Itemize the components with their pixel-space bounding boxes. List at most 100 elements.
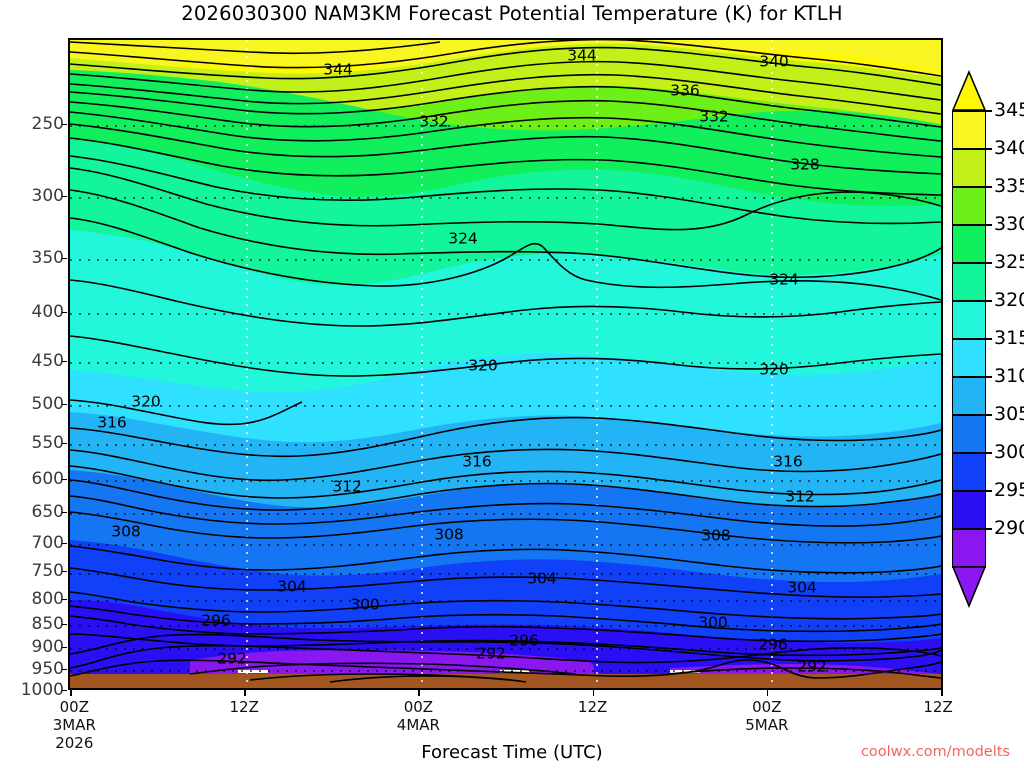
y-axis-tick-label: 950: [31, 659, 64, 679]
colorbar-divider: [952, 148, 986, 150]
contour-label: 328: [790, 156, 820, 174]
x-axis-tick-label: 00Z 5MAR: [745, 698, 788, 734]
contour-label: 304: [527, 570, 557, 588]
colorbar-tick: [986, 376, 992, 378]
colorbar-band: [952, 452, 986, 490]
y-axis-tick: [62, 312, 67, 313]
colorbar-divider: [952, 376, 986, 378]
y-axis-tick: [62, 443, 67, 444]
y-axis-tick: [62, 543, 67, 544]
page-title: 2026030300 NAM3KM Forecast Potential Tem…: [181, 2, 843, 25]
x-tick-time: 00Z: [752, 698, 782, 716]
colorbar-divider: [952, 452, 986, 454]
colorbar-divider: [952, 300, 986, 302]
colorbar-tick-label: 290: [994, 517, 1024, 539]
colorbar-tick-label: 305: [994, 403, 1024, 425]
y-axis-tick-label: 750: [31, 561, 64, 581]
x-axis-tick-label: 12Z: [230, 698, 259, 716]
contour-label: 320: [468, 357, 498, 375]
contour-label: 324: [769, 271, 799, 289]
contour-label: 316: [97, 414, 127, 432]
y-axis-tick: [62, 479, 67, 480]
colorbar-band: [952, 338, 986, 376]
colorbar-tick: [986, 300, 992, 302]
y-axis-tick: [62, 196, 67, 197]
contour-label: 316: [462, 453, 492, 471]
contour-label: 300: [350, 596, 380, 614]
colorbar-band: [952, 262, 986, 300]
colorbar-tick: [986, 110, 992, 112]
contour-label: 296: [201, 612, 231, 630]
colorbar-tick: [986, 490, 992, 492]
y-axis-tick: [62, 624, 67, 625]
y-axis-tick-label: 900: [31, 637, 64, 657]
x-tick-time: 12Z: [923, 698, 953, 716]
y-axis-tick: [62, 571, 67, 572]
colorbar-tick: [986, 148, 992, 150]
site-watermark: coolwx.com/modelts: [860, 744, 1010, 760]
y-axis-tick-label: 350: [31, 248, 64, 268]
x-axis-tick: [418, 690, 420, 696]
colorbar-band: [952, 186, 986, 224]
x-tick-time: 12Z: [229, 698, 259, 716]
x-axis-tick: [592, 690, 595, 696]
contour-label: 344: [323, 61, 353, 79]
y-axis-tick: [62, 647, 67, 648]
colorbar-tick: [986, 414, 992, 416]
colorbar-tick-label: 335: [994, 175, 1024, 197]
contour-label: 320: [759, 361, 789, 379]
y-axis-tick-label: 850: [31, 614, 64, 634]
x-axis-tick: [70, 690, 72, 696]
y-axis-tick-label: 250: [31, 114, 64, 134]
x-axis-tick-label: 00Z 3MAR 2026: [53, 698, 96, 752]
contour-label: 316: [773, 453, 803, 471]
colorbar-tick-label: 325: [994, 251, 1024, 273]
contour-label: 292: [797, 658, 827, 676]
y-axis-tick-label: 700: [31, 533, 64, 553]
x-axis-tick-label: 12Z: [578, 698, 607, 716]
colorbar-tick-label: 345: [994, 99, 1024, 121]
colorbar-band: [952, 376, 986, 414]
colorbar-divider: [952, 186, 986, 188]
colorbar-tick-label: 295: [994, 479, 1024, 501]
colorbar-tick: [986, 262, 992, 264]
x-tick-day: 4MAR: [396, 716, 440, 734]
y-axis-tick: [62, 258, 67, 259]
x-tick-day: 3MAR: [52, 716, 96, 734]
x-axis-title: Forecast Time (UTC): [421, 742, 603, 763]
colorbar-divider: [952, 262, 986, 264]
contour-label: 332: [419, 113, 449, 131]
colorbar-tick: [986, 338, 992, 340]
x-tick-year: 2026: [55, 734, 94, 752]
colorbar-tick: [986, 528, 992, 530]
colorbar-tick-label: 315: [994, 327, 1024, 349]
y-axis-tick-label: 500: [31, 394, 64, 414]
contour-label: 312: [332, 478, 362, 496]
contour-label: 296: [758, 636, 788, 654]
y-axis-tick: [62, 512, 67, 513]
x-axis-tick: [766, 690, 769, 696]
contour-label: 308: [701, 527, 731, 545]
colorbar-band: [952, 490, 986, 528]
contour-label: 296: [509, 632, 539, 650]
colorbar-tick-label: 320: [994, 289, 1024, 311]
contour-label: 324: [448, 230, 478, 248]
contour-label: 336: [670, 82, 700, 100]
colorbar-band: [952, 300, 986, 338]
x-axis-tick: [244, 690, 246, 696]
colorbar-band: [952, 110, 986, 148]
contour-label: 308: [434, 526, 464, 544]
y-axis-tick-label: 800: [31, 589, 64, 609]
x-axis-tick-label: 12Z: [923, 698, 952, 716]
y-axis-tick-label: 1000: [20, 680, 64, 700]
contour-label: 292: [476, 645, 506, 663]
contour-label: 292: [217, 650, 247, 668]
contour-label: 320: [131, 393, 161, 411]
y-axis-tick: [62, 361, 67, 362]
colorbar-band: [952, 414, 986, 452]
colorbar-divider: [952, 414, 986, 416]
contour-label: 344: [567, 47, 597, 65]
contour-label: 340: [759, 53, 789, 71]
